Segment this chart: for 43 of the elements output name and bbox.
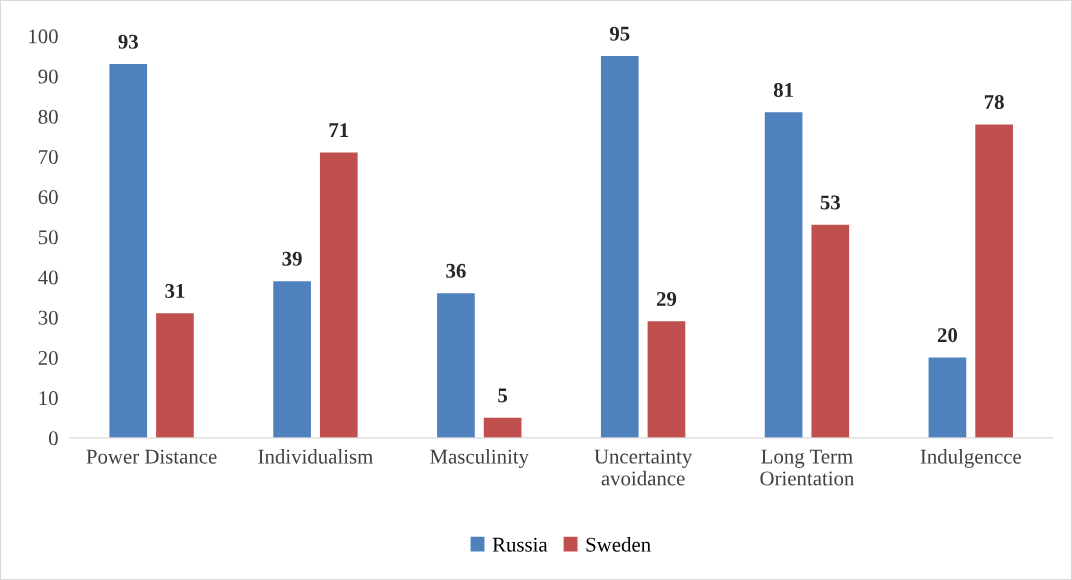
y-tick-label: 80 <box>38 109 58 124</box>
data-label: 36 <box>446 263 466 278</box>
y-tick-label: 10 <box>39 391 58 406</box>
data-label: 95 <box>609 26 630 41</box>
bar <box>156 313 194 438</box>
bar <box>764 112 803 438</box>
bar <box>483 417 522 438</box>
bar <box>928 357 967 438</box>
data-label: 31 <box>165 283 185 298</box>
legend-label: Sweden <box>586 537 651 552</box>
legend-label: Russia <box>492 537 548 552</box>
y-tick-label: 20 <box>38 350 58 365</box>
y-tick-label: 40 <box>38 270 58 285</box>
x-tick-label: Masculinity <box>430 449 529 468</box>
data-label: 71 <box>329 123 349 137</box>
bar <box>437 293 475 438</box>
data-label: 81 <box>773 82 793 97</box>
data-label: 5 <box>498 388 508 403</box>
y-tick-label: 50 <box>38 230 58 245</box>
x-tick-label: Indulgencce <box>920 449 1021 468</box>
bar <box>975 124 1013 438</box>
data-label: 93 <box>118 34 138 49</box>
bar <box>600 56 639 438</box>
y-tick-label: 90 <box>38 69 58 84</box>
data-label: 78 <box>984 94 1004 110</box>
data-label: 39 <box>282 251 302 266</box>
data-label: 20 <box>937 328 958 343</box>
bar <box>319 152 358 438</box>
y-tick-label: 70 <box>39 149 58 164</box>
bar <box>273 281 311 438</box>
x-tick-label: Individualism <box>258 449 373 464</box>
bar <box>647 321 686 438</box>
y-tick-label: 30 <box>38 310 58 325</box>
x-tick-label: Uncertainty avoidance <box>594 449 693 486</box>
bar <box>811 224 850 438</box>
y-tick-label: 100 <box>29 29 58 44</box>
bar <box>109 64 148 438</box>
x-tick-label: Power Distance <box>86 449 217 464</box>
data-label: 29 <box>656 291 677 306</box>
y-tick-label: 60 <box>38 190 58 205</box>
y-tick-label: 0 <box>48 431 58 446</box>
x-tick-label: Long Term Orientation <box>760 449 855 486</box>
data-label: 53 <box>820 195 840 210</box>
